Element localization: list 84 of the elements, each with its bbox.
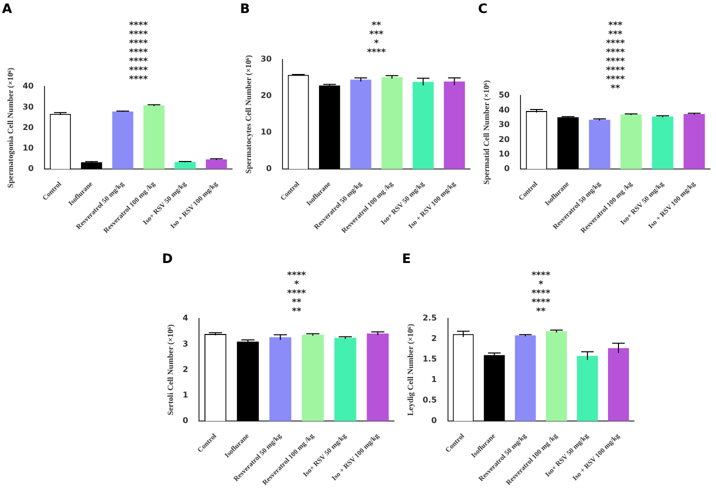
y-tick-label: 2 [431,334,437,344]
text: **** [606,38,626,49]
text: **** [128,74,148,85]
y-axis-title: Spermatid Cell Number (×10⁶) [482,80,491,185]
bar [557,117,579,170]
y-tick-label: 0 [431,416,438,426]
text: **** [606,56,626,67]
y-tick-label: 4 [182,314,189,323]
chart-title: E [402,252,411,268]
text: * [294,280,300,290]
y-tick-label: 10 [498,149,510,158]
y-tick-label: 0.5 [422,396,438,405]
text: **** [287,270,306,281]
y-tick-label: 2 [182,364,188,374]
y-axis-title: Spermatogonia Cell Number (×10⁶) [6,67,15,188]
text: **** [128,56,148,67]
bar [81,162,102,170]
y-tick-label: 10 [22,144,34,153]
y-tick-label: 20 [260,91,272,100]
y-axis-title: Leydig Cell Number (×10⁶) [406,324,415,416]
y-axis-title: Sertoli Cell Number (×10⁶) [166,324,175,416]
y-tick-label: 20 [22,122,34,132]
text: **** [128,38,148,49]
bar [588,120,610,170]
bar [350,80,372,170]
bar [412,82,434,170]
text: *** [608,20,623,31]
text: **** [366,48,386,58]
bar [381,77,403,170]
text: ** [372,20,382,31]
text: **** [128,30,148,40]
text: **** [606,48,626,58]
text: ** [610,84,620,94]
text: ** [536,306,546,317]
text: *** [369,30,384,40]
y-axis-title: Spermatocytes Cell Number (×10⁶) [244,54,253,174]
text: **** [128,66,148,76]
bar [620,114,642,170]
y-tick-label: 20 [498,134,510,144]
y-tick-label: 0 [28,164,34,174]
y-tick-label: 1.5 [422,354,438,364]
text: **** [128,20,148,31]
chart-title: C [478,2,488,18]
y-tick-label: 3 [182,339,188,348]
text: **** [531,298,551,308]
y-tick-label: 30 [260,54,272,64]
bar [444,81,465,170]
text: **** [531,270,551,281]
bar [143,105,165,170]
y-tick-label: 40 [498,105,510,114]
y-tick-label: 2.5 [422,314,438,323]
bar [652,116,674,170]
chart-title: A [2,2,12,18]
bar [546,331,567,422]
bar [484,355,505,422]
y-tick-label: 40 [22,82,34,91]
y-tick-label: 30 [22,102,34,112]
y-tick-label: 0 [182,416,189,426]
text: *** [608,30,623,40]
bar [112,112,134,170]
bar [514,335,536,422]
y-tick-label: 1 [431,375,438,384]
text: **** [292,298,302,317]
text: **** [287,288,306,299]
text: **** [606,66,626,76]
text: * [374,38,380,49]
chart-title: D [162,252,173,268]
bar [174,162,196,170]
bar [684,114,705,170]
y-tick-label: 30 [498,120,510,130]
bar [576,356,598,422]
text: **** [606,74,626,85]
bar [206,159,227,170]
text: * [538,280,544,290]
text: **** [531,288,551,299]
y-tick-label: 0 [504,164,510,174]
text: **** [128,48,148,58]
bar [608,348,629,422]
chart-title: B [240,2,250,18]
y-tick-label: 1 [182,390,189,400]
y-tick-label: 10 [260,128,272,137]
bar [319,86,340,170]
y-tick-label: 0 [266,164,272,174]
y-tick-label: 50 [498,90,510,100]
